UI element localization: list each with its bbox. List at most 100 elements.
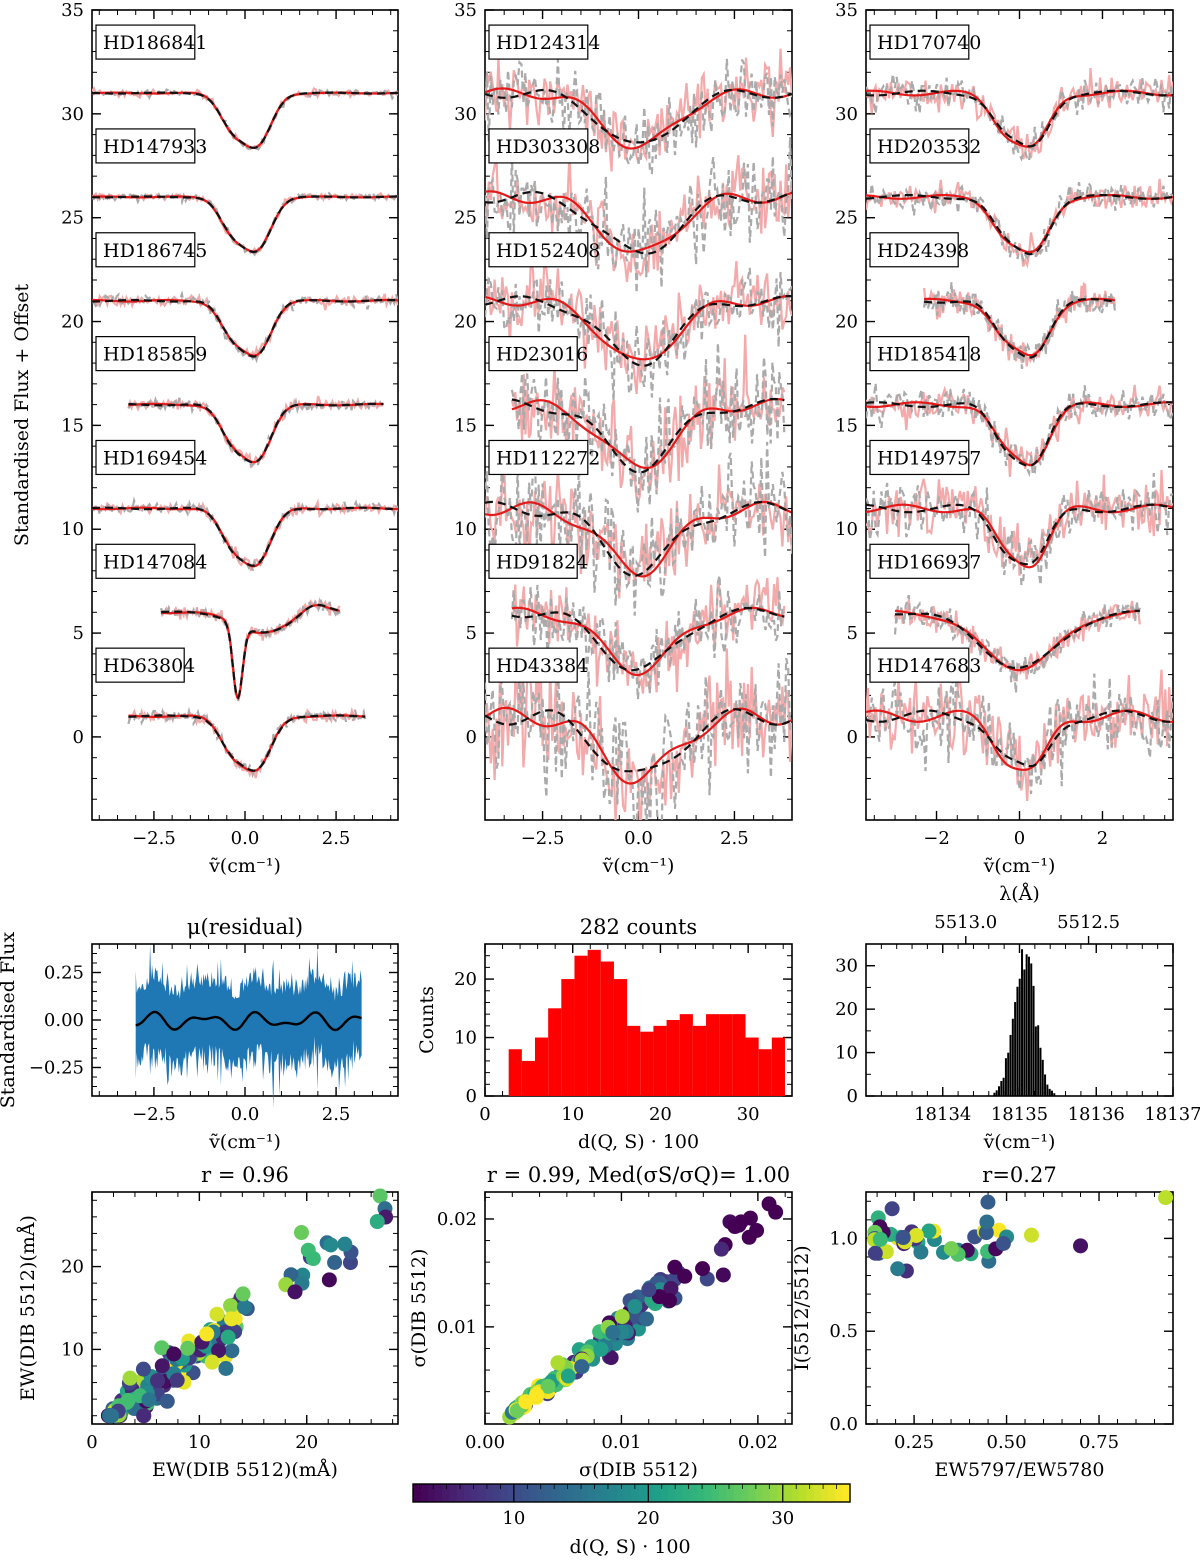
raw-spectrum-query (511, 577, 786, 694)
star-label: HD170740 (869, 24, 981, 60)
raw-spectrum-query (893, 599, 1141, 682)
colorbar-segment (653, 1484, 662, 1502)
scatter-point (136, 1408, 152, 1424)
wavenumber-bar (1021, 949, 1024, 1096)
panel-residual: −2.5 0.0 2.5 −0.25 0.00 0.25 ṽ(cm⁻¹) Standardis… (0, 915, 399, 1153)
colorbar-segment (551, 1484, 560, 1502)
scatter-point (667, 1259, 683, 1275)
smoothed-spectrum-query (511, 606, 785, 677)
colorbar-segment (835, 1484, 844, 1502)
star-label: HD147683 (869, 647, 981, 683)
panel-title: r = 0.99, Med(σS/σQ)= 1.00 (487, 1163, 790, 1187)
wavenumber-bar (1007, 1052, 1010, 1096)
y-tick-label: 35 (454, 0, 477, 21)
scatter-point (166, 1346, 182, 1362)
star-label-box (869, 336, 970, 372)
x-tick-label: 2.5 (720, 828, 749, 849)
axes-frame (865, 1191, 1174, 1425)
series-HD147084 (160, 596, 341, 702)
colorbar-label: d(Q, S) · 100 (569, 1536, 690, 1558)
scatter-point (141, 1392, 157, 1408)
colorbar-segment (434, 1484, 443, 1502)
wavenumber-bar (998, 1086, 1001, 1096)
y-tick-label: 10 (61, 1339, 84, 1360)
y-tick-label: 0 (73, 727, 84, 748)
star-label: HD152408 (488, 232, 600, 268)
smoothed-spectrum-match (92, 91, 398, 149)
star-label-text: HD63804 (103, 655, 195, 677)
colorbar-segment (806, 1484, 815, 1502)
wavenumber-bar (1041, 1059, 1044, 1096)
wavenumber-bar (1032, 985, 1035, 1096)
series-HD303308 (485, 137, 792, 294)
scatter-point (529, 1387, 545, 1403)
x-tick-label: 0.75 (1079, 1432, 1119, 1453)
x-axis-label: EW(DIB 5512)(mÅ) (152, 1459, 338, 1481)
smoothed-spectrum-query (485, 87, 792, 150)
histogram-bar (640, 1031, 654, 1096)
smoothed-spectrum-match (485, 88, 792, 144)
y-axis-label: Standardised Flux (0, 931, 19, 1108)
smoothed-spectrum-match (128, 402, 384, 464)
wavenumber-bar (1034, 1026, 1037, 1096)
y-tick-label: 10 (454, 1028, 477, 1049)
scatter-point (978, 1225, 994, 1241)
smoothed-spectrum-match (924, 298, 1115, 359)
star-label-box (869, 232, 959, 268)
y-tick-label: 5 (466, 623, 477, 644)
x-axis-label: ṽ(cm⁻¹) (602, 855, 675, 877)
series-HD166937 (893, 594, 1141, 693)
colorbar-segment (791, 1484, 800, 1502)
colorbar-segment (718, 1484, 727, 1502)
wavenumber-bar (1027, 956, 1030, 1096)
panel-sigma-sigma: 0.00 0.01 0.02 0.01 0.02 σ(DIB 5512) σ(DIB 551… (408, 1163, 793, 1481)
y-tick-label: 30 (835, 104, 858, 125)
colorbar-segment (602, 1484, 611, 1502)
scatter-point (220, 1329, 236, 1345)
scatter-point (122, 1370, 138, 1386)
star-label: HD147084 (95, 543, 207, 579)
y-tick-label: 0.25 (44, 963, 84, 984)
series-HD91824 (510, 575, 786, 700)
star-label-box (95, 439, 196, 476)
scatter-point (211, 1343, 227, 1359)
residual-band (135, 944, 362, 1109)
x-tick-label: 0.01 (601, 1432, 641, 1453)
y-tick-label: 25 (61, 208, 84, 229)
scatter-point (321, 1272, 337, 1288)
scatter-point (884, 1201, 900, 1217)
scatter-point (627, 1299, 643, 1315)
wavenumber-bar (993, 1092, 996, 1096)
scatter-point (540, 1378, 556, 1394)
scatter-point (867, 1245, 883, 1261)
star-label: HD112272 (488, 439, 600, 476)
star-label: HD186841 (95, 24, 207, 60)
colorbar-segment (420, 1484, 429, 1502)
histogram-bar (587, 949, 601, 1096)
star-label-text: HD149757 (877, 447, 981, 469)
panel-title: r = 0.96 (201, 1163, 289, 1187)
star-label-box (95, 336, 196, 372)
colorbar-tick-label: 10 (502, 1508, 525, 1529)
x-tick-label: 0.00 (465, 1432, 505, 1453)
smoothed-spectrum-match (485, 500, 792, 577)
y-axis-label: EW(DIB 5512)(mÅ) (17, 1215, 39, 1401)
x-tick-label: 0.0 (231, 828, 260, 849)
histogram-bar (679, 1014, 693, 1096)
y-axis-label: Counts (416, 986, 438, 1054)
star-label-text: HD169454 (103, 447, 207, 469)
histogram-bar (745, 1037, 759, 1096)
scatter-point (908, 1227, 924, 1243)
x-tick-label: −2.5 (521, 828, 565, 849)
smoothed-spectrum-match (92, 506, 398, 567)
smoothed-spectrum-match (866, 89, 1173, 148)
star-label-box (869, 647, 970, 683)
scatter-point (104, 1408, 120, 1424)
y-tick-label: 10 (61, 519, 84, 540)
scatter-point (218, 1360, 234, 1376)
colorbar-segment (755, 1484, 764, 1502)
raw-spectrum-match (485, 267, 792, 402)
wavenumber-bar (995, 1090, 998, 1096)
y-tick-label: 20 (454, 969, 477, 990)
star-label: HD124314 (488, 24, 600, 60)
